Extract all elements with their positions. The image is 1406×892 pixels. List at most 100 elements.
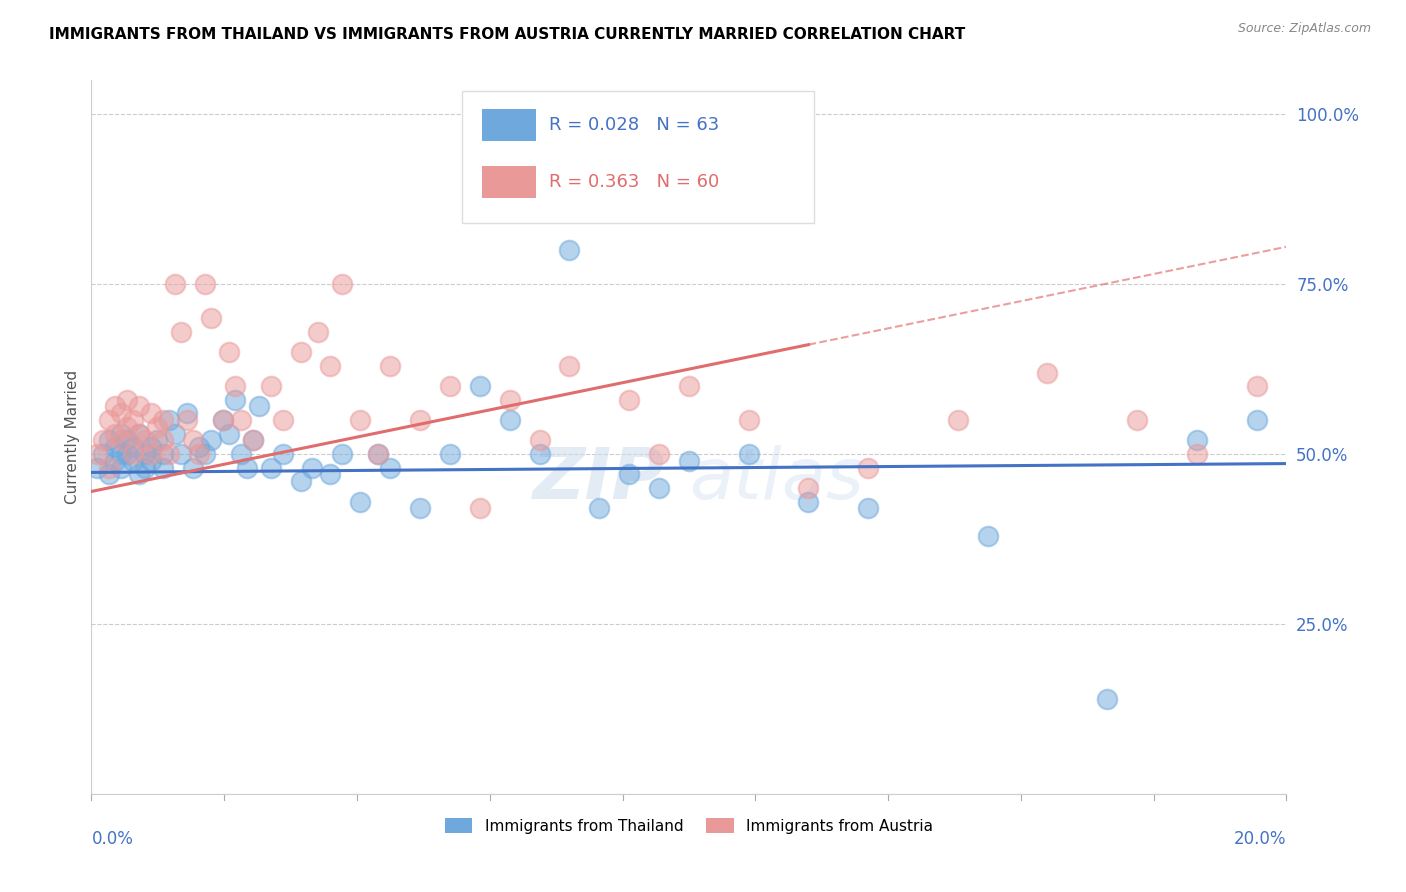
Point (976, 528, 998, 542)
Point (619, 392, 641, 407)
Point (858, 460, 880, 475)
Point (176, 406, 198, 420)
Point (211, 413, 233, 427)
Point (380, 460, 402, 475)
Point (128, 426, 150, 441)
Point (134, 460, 156, 475)
Point (588, 195, 610, 210)
Bar (482, 166, 536, 198)
Point (86, 460, 108, 475)
Point (115, 420, 138, 434)
Point (259, 379, 281, 393)
Point (588, 501, 610, 516)
Point (134, 447, 156, 461)
Point (93, 447, 115, 461)
Point (218, 345, 240, 359)
Point (98, 434, 121, 448)
Point (468, 379, 491, 393)
Text: R = 0.363   N = 60: R = 0.363 N = 60 (550, 173, 720, 191)
Point (141, 406, 163, 420)
Point (122, 413, 145, 427)
Text: Source: ZipAtlas.com: Source: ZipAtlas.com (1237, 22, 1371, 36)
Point (110, 406, 132, 420)
Point (271, 413, 294, 427)
Point (110, 447, 132, 461)
Point (110, 460, 132, 475)
Point (141, 440, 163, 454)
Point (1185, 447, 1208, 461)
Point (122, 440, 145, 454)
Point (224, 392, 246, 407)
Point (271, 447, 294, 461)
Point (558, 243, 581, 257)
Point (115, 392, 138, 407)
Point (307, 325, 329, 339)
Text: 20.0%: 20.0% (1234, 830, 1286, 847)
Point (529, 447, 551, 461)
Point (858, 501, 880, 516)
Point (1246, 413, 1268, 427)
Point (301, 460, 323, 475)
Point (229, 447, 252, 461)
Point (141, 447, 163, 461)
Point (194, 447, 217, 461)
Point (224, 379, 246, 393)
Point (122, 447, 145, 461)
Point (115, 434, 138, 448)
Text: IMMIGRANTS FROM THAILAND VS IMMIGRANTS FROM AUSTRIA CURRENTLY MARRIED CORRELATIO: IMMIGRANTS FROM THAILAND VS IMMIGRANTS F… (49, 27, 966, 42)
Point (188, 447, 211, 461)
Point (218, 426, 240, 441)
Point (104, 400, 127, 414)
Point (98, 413, 121, 427)
Point (181, 434, 204, 448)
Point (146, 434, 169, 448)
Point (737, 413, 759, 427)
Point (104, 426, 127, 441)
Point (176, 413, 198, 427)
Point (558, 359, 581, 373)
Point (110, 434, 132, 448)
Point (98, 460, 121, 475)
Text: 0.0%: 0.0% (91, 830, 134, 847)
Point (152, 460, 174, 475)
Bar (482, 109, 536, 141)
Point (409, 413, 432, 427)
Point (163, 277, 186, 292)
Point (115, 447, 138, 461)
Point (499, 392, 522, 407)
Point (946, 413, 969, 427)
Point (152, 413, 174, 427)
Point (290, 475, 312, 489)
Point (128, 426, 150, 441)
Point (1126, 413, 1149, 427)
Point (229, 413, 252, 427)
Point (128, 467, 150, 482)
Point (319, 467, 342, 482)
Point (235, 460, 259, 475)
Point (648, 447, 671, 461)
Point (439, 379, 461, 393)
Point (188, 440, 211, 454)
Text: ZIP: ZIP (533, 445, 665, 515)
Point (128, 400, 150, 414)
Point (110, 426, 132, 441)
Point (242, 434, 264, 448)
Point (1097, 691, 1119, 706)
Point (146, 420, 169, 434)
Point (332, 447, 354, 461)
Point (319, 359, 342, 373)
Point (242, 434, 264, 448)
Point (93, 434, 115, 448)
Point (1036, 366, 1059, 380)
Point (468, 501, 491, 516)
Point (104, 440, 127, 454)
Point (141, 454, 163, 468)
Point (619, 467, 641, 482)
Point (367, 447, 389, 461)
Point (797, 494, 820, 508)
Point (349, 494, 371, 508)
Point (152, 447, 174, 461)
Point (259, 460, 281, 475)
Point (211, 413, 233, 427)
Point (247, 400, 270, 414)
